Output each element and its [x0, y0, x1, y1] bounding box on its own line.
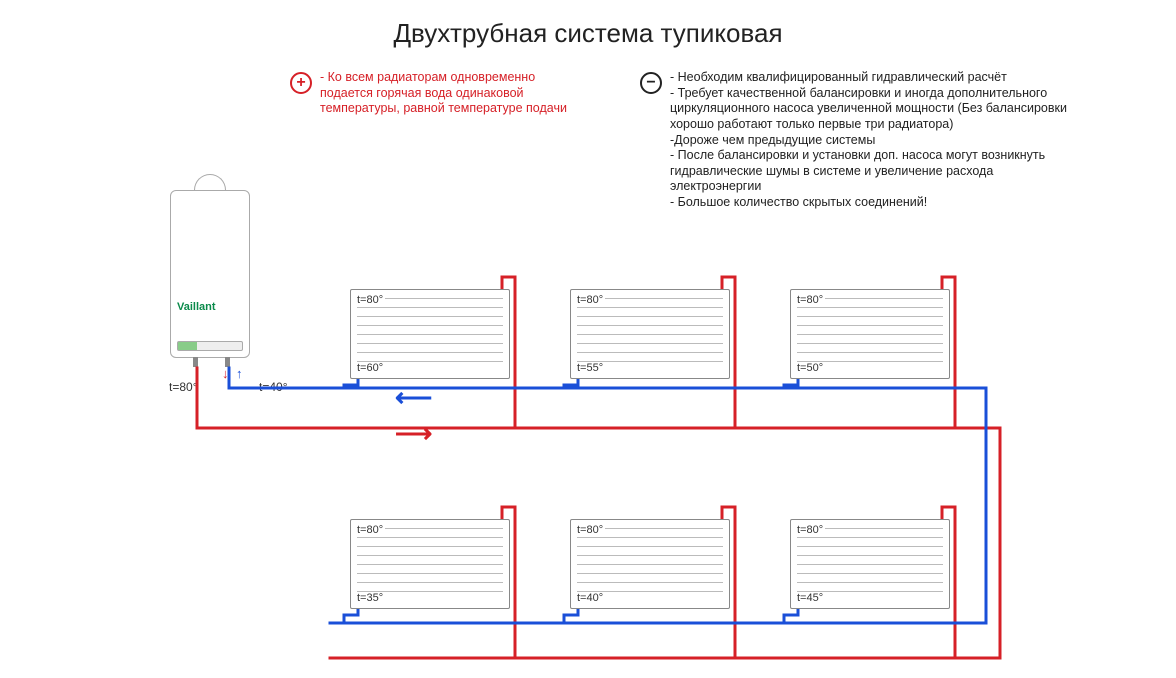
boiler: Vaillant [170, 190, 250, 390]
radiator-outlet-temp: t=50° [795, 362, 825, 374]
cons-block: − - Необходим квалифицированный гидравли… [640, 70, 1080, 211]
radiator-inlet-temp: t=80° [795, 524, 825, 536]
pros-text: - Ко всем радиаторам одновременно подает… [320, 70, 580, 117]
radiator-inlet-temp: t=80° [575, 294, 605, 306]
boiler-logo: Vaillant [177, 301, 216, 313]
boiler-body: Vaillant [170, 190, 250, 358]
radiator-r4: t=80° t=35° [350, 519, 510, 609]
minus-icon: − [640, 72, 662, 94]
radiator-r6: t=80° t=45° [790, 519, 950, 609]
radiator-inlet-temp: t=80° [795, 294, 825, 306]
radiator-r3: t=80° t=50° [790, 289, 950, 379]
page-title: Двухтрубная система тупиковая [0, 18, 1176, 49]
radiator-outlet-temp: t=55° [575, 362, 605, 374]
radiator-inlet-temp: t=80° [575, 524, 605, 536]
radiator-outlet-temp: t=40° [575, 592, 605, 604]
boiler-panel-icon [177, 341, 243, 351]
supply-arrow-icon: ↓ [222, 366, 229, 381]
radiator-outlet-temp: t=45° [795, 592, 825, 604]
radiator-inlet-temp: t=80° [355, 524, 385, 536]
boiler-supply-port-icon [193, 357, 198, 367]
radiator-outlet-temp: t=60° [355, 362, 385, 374]
radiator-r2: t=80° t=55° [570, 289, 730, 379]
boiler-supply-temp: t=80° [168, 380, 199, 394]
pros-block: + - Ко всем радиаторам одновременно пода… [290, 70, 580, 117]
boiler-return-temp: t=40° [258, 380, 289, 394]
radiator-inlet-temp: t=80° [355, 294, 385, 306]
cons-text: - Необходим квалифицированный гидравличе… [670, 70, 1080, 211]
plus-icon: + [290, 72, 312, 94]
return-arrow-icon: ↑ [236, 366, 243, 381]
return-flow-arrow-icon: ⟵ [395, 382, 432, 413]
radiator-outlet-temp: t=35° [355, 592, 385, 604]
radiator-r1: t=80° t=60° [350, 289, 510, 379]
radiator-r5: t=80° t=40° [570, 519, 730, 609]
supply-flow-arrow-icon: ⟶ [395, 418, 432, 449]
